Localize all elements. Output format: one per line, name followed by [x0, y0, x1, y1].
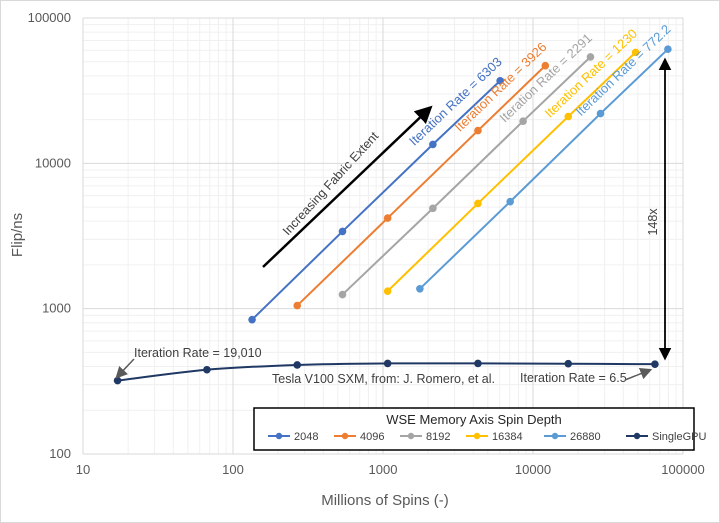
- series-line-26880: [419, 48, 669, 290]
- data-point-16384: [383, 287, 392, 295]
- y-tick-label: 1000: [42, 301, 71, 316]
- speedup-label: 148x: [646, 208, 660, 236]
- legend-marker-2048: [275, 432, 283, 440]
- legend-box: [253, 407, 695, 451]
- data-point-4096: [293, 301, 302, 310]
- series-line-4096: [296, 64, 547, 307]
- y-tick-label: 10000: [35, 155, 71, 170]
- data-point-16384: [564, 112, 573, 121]
- y-tick-label: 100000: [28, 10, 71, 25]
- legend-marker-SingleGPU: [633, 432, 641, 440]
- x-tick-label: 10000: [515, 462, 551, 477]
- data-point-16384: [474, 199, 482, 208]
- gpu-rate-left-label: Iteration Rate = 19,010: [134, 346, 262, 360]
- x-tick-label: 10: [76, 462, 90, 477]
- series-line-16384: [386, 51, 637, 292]
- legend-marker-26880: [551, 432, 559, 440]
- data-point-8192: [586, 53, 595, 61]
- data-point-2048: [248, 315, 256, 324]
- legend-items: 2048 4096 8192 16384 26880 SingleGPU: [268, 431, 706, 443]
- data-point-26880: [416, 284, 424, 293]
- legend-entry-2048: 2048: [294, 431, 318, 443]
- legend: WSE Memory Axis Spin Depth 2048 4096 8192 1…: [253, 407, 706, 451]
- legend-entry-8192: 8192: [426, 431, 450, 443]
- gpu-rate-right-label: Iteration Rate = 6.5: [520, 371, 627, 385]
- data-point-SingleGPU: [203, 365, 211, 374]
- legend-entry-4096: 4096: [360, 431, 384, 443]
- data-point-SingleGPU: [564, 359, 573, 368]
- legend-entry-26880: 26880: [570, 431, 601, 443]
- data-point-26880: [596, 109, 605, 118]
- data-point-SingleGPU: [651, 360, 659, 368]
- data-point-4096: [474, 126, 482, 135]
- data-point-SingleGPU: [474, 359, 482, 368]
- data-point-SingleGPU: [113, 376, 122, 385]
- series-layer: [113, 45, 672, 385]
- data-point-4096: [541, 61, 550, 70]
- data-point-26880: [506, 197, 514, 206]
- data-point-26880: [664, 45, 672, 53]
- x-tick-label: 100000: [661, 462, 704, 477]
- legend-marker-4096: [341, 432, 349, 440]
- series-line-2048: [251, 80, 501, 321]
- data-point-SingleGPU: [293, 361, 302, 369]
- data-point-2048: [496, 76, 504, 85]
- gpu-rate-right-arrow: [624, 367, 653, 381]
- data-point-4096: [383, 214, 392, 222]
- x-tick-label: 100: [222, 462, 244, 477]
- data-point-2048: [429, 140, 437, 149]
- legend-marker-16384: [473, 432, 481, 440]
- legend-marker-8192: [407, 432, 415, 440]
- fabric-extent-arrow: [262, 105, 433, 268]
- data-point-8192: [519, 117, 527, 125]
- data-point-SingleGPU: [383, 359, 392, 368]
- data-point-16384: [631, 48, 640, 57]
- legend-title: WSE Memory Axis Spin Depth: [386, 412, 562, 427]
- y-axis-title: Flip/ns: [9, 213, 26, 257]
- x-axis-title: Millions of Spins (-): [321, 492, 449, 509]
- axis-layer: Flip/ns Millions of Spins (-) 100 1000 100…: [9, 10, 705, 509]
- legend-entry-SingleGPU: SingleGPU: [652, 431, 706, 443]
- data-point-2048: [338, 227, 347, 236]
- data-point-8192: [429, 204, 437, 213]
- legend-entry-16384: 16384: [492, 431, 523, 443]
- gpu-rate-left-arrow: [115, 358, 135, 379]
- y-tick-label: 100: [49, 446, 71, 461]
- x-tick-label: 1000: [369, 462, 398, 477]
- series-line-8192: [341, 56, 592, 296]
- gpu-source-label: Tesla V100 SXM, from: J. Romero, et al.: [272, 372, 495, 386]
- data-point-8192: [338, 290, 347, 299]
